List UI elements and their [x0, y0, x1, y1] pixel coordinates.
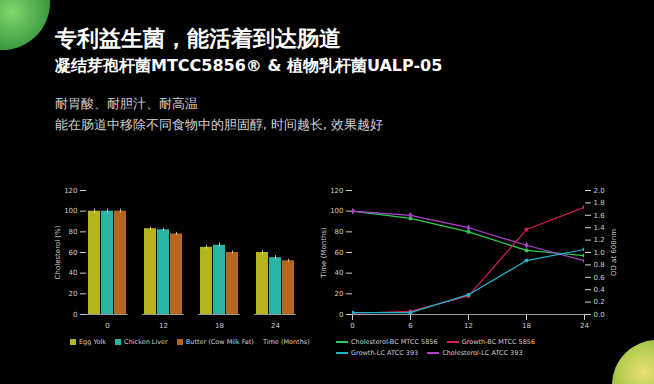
svg-text:0: 0	[350, 322, 354, 330]
svg-text:0.2: 0.2	[594, 298, 605, 306]
svg-text:20: 20	[69, 290, 78, 298]
svg-text:80: 80	[69, 228, 78, 236]
svg-text:18: 18	[522, 322, 531, 330]
svg-text:0: 0	[105, 322, 109, 330]
svg-text:20: 20	[335, 290, 344, 298]
svg-text:60: 60	[69, 249, 78, 257]
svg-text:1.0: 1.0	[594, 249, 605, 257]
svg-text:0.8: 0.8	[594, 261, 605, 269]
html-text:Chicken Liver: Chicken Liver	[124, 338, 168, 346]
svg-text:18: 18	[215, 322, 224, 330]
svg-text:0: 0	[73, 311, 77, 319]
svg-text:80: 80	[335, 228, 344, 236]
svg-text:0.6: 0.6	[594, 274, 606, 282]
svg-text:0.4: 0.4	[594, 286, 606, 294]
html-text:Egg Yolk: Egg Yolk	[79, 338, 107, 346]
svg-text:6: 6	[408, 322, 413, 330]
svg-text:OD at 600nm: OD at 600nm	[610, 229, 618, 276]
svg-text:1.2: 1.2	[594, 236, 605, 244]
html-text:耐胃酸、耐胆汁、耐高温: 耐胃酸、耐胆汁、耐高温	[55, 96, 198, 111]
html-text:凝结芽孢杆菌MTCC5856® & 植物乳杆菌UALP-05: 凝结芽孢杆菌MTCC5856® & 植物乳杆菌UALP-05	[55, 56, 443, 75]
svg-text:24: 24	[271, 322, 280, 330]
html-text:Cholesterol-BC MTCC 5856: Cholesterol-BC MTCC 5856	[351, 338, 438, 346]
svg-text:60: 60	[335, 249, 344, 257]
svg-text:0.0: 0.0	[594, 311, 605, 319]
svg-text:Time (Months): Time (Months)	[320, 227, 328, 279]
svg-text:24: 24	[580, 322, 589, 330]
svg-text:1.6: 1.6	[594, 212, 606, 220]
svg-text:40: 40	[69, 269, 78, 277]
svg-text:1.4: 1.4	[594, 224, 606, 232]
html-text:Growth-BC MTCC 5856: Growth-BC MTCC 5856	[461, 338, 536, 346]
svg-text:2.0: 2.0	[594, 187, 605, 195]
svg-text:Cholesterol (%): Cholesterol (%)	[54, 225, 62, 279]
svg-text:12: 12	[159, 322, 168, 330]
svg-text:120: 120	[330, 187, 343, 195]
html-text:Butter (Cow Milk Fat): Butter (Cow Milk Fat)	[185, 338, 254, 346]
svg-text:120: 120	[64, 187, 77, 195]
html-text:能在肠道中移除不同食物中的胆固醇, 时间越长, 效果越好: 能在肠道中移除不同食物中的胆固醇, 时间越长, 效果越好	[55, 117, 383, 132]
svg-text:100: 100	[330, 207, 343, 215]
html-text:Growth-LC ATCC 393: Growth-LC ATCC 393	[351, 349, 419, 357]
svg-text:1.8: 1.8	[594, 199, 605, 207]
svg-text:0: 0	[339, 311, 343, 319]
html-text:Cholesterol-LC ATCC 393: Cholesterol-LC ATCC 393	[442, 349, 523, 357]
svg-text:12: 12	[464, 322, 473, 330]
html-text:专利益生菌，能活着到达肠道: 专利益生菌，能活着到达肠道	[55, 26, 341, 51]
html-text:Time (Months): Time (Months)	[262, 338, 310, 346]
svg-text:40: 40	[335, 269, 344, 277]
svg-text:100: 100	[64, 207, 77, 215]
